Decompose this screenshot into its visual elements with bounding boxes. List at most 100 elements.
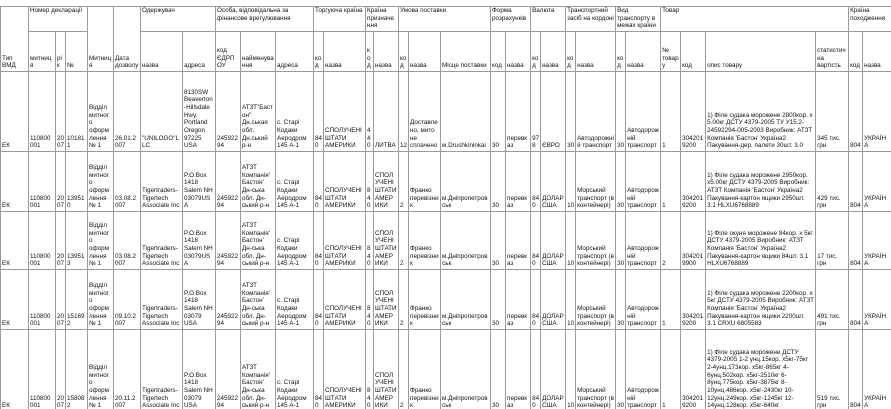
header-group: Валюта: [530, 5, 567, 33]
column-header: назва: [575, 31, 617, 73]
table-cell: Відділ митного оформлення № 1: [87, 269, 114, 331]
table-cell: 24592294: [215, 329, 242, 409]
column-header: рік: [55, 31, 66, 73]
table-cell: 110800001: [28, 269, 56, 331]
table-cell: 491 тис. грн: [815, 269, 850, 331]
table-cell: 8130SW Beaverton-Hillsdale Hwy. Portland…: [181, 71, 217, 153]
table-cell: 30: [490, 71, 507, 153]
table-cell: Tigertraders-Tigertech Associate Inc: [140, 269, 183, 331]
table-cell: Морський транспорт (в контейнері): [575, 211, 617, 271]
table-cell: 2: [398, 211, 410, 271]
table-cell: 30: [490, 211, 507, 271]
table-cell: Tigertraders-Tigertech Associate Inc: [140, 151, 183, 213]
table-cell: 20.11.2007: [113, 329, 141, 409]
table-cell: перевказ: [505, 329, 532, 409]
table-cell: Автодорожній транспорт: [625, 211, 662, 271]
table-row: ЕК 110800001 2007 139510 Відділ митного офор…: [0, 151, 891, 213]
table-cell: АТЗТ Компанія'Бастон' Дн-ська обл. Дн-сь…: [240, 269, 277, 331]
table-cell: 1) Філе судака морожене 2200кор. х 5кг Д…: [705, 269, 817, 331]
table-cell: 3042019200: [680, 151, 707, 213]
table-cell: м.Дніпропетровськ: [440, 269, 492, 331]
column-header: Дата дозволу: [113, 5, 141, 73]
table-cell: ЕК: [0, 269, 29, 331]
table-cell: 840: [530, 329, 542, 409]
table-cell: P.O.Box 1418 Salem NH 03079USA: [181, 151, 217, 213]
table-cell: 158082: [65, 329, 88, 409]
column-header: код ЄДРПОУ: [215, 31, 242, 73]
table-cell: с. Старі Кодаки Аеродром 145 А-1: [275, 269, 315, 331]
table-cell: 3042019200: [680, 329, 707, 409]
table-cell: 840: [313, 211, 325, 271]
header-group: Країна походження: [848, 5, 891, 33]
table-cell: с. Старі Кодаки Аеродром 145 А-1: [275, 211, 315, 271]
table-cell: 03.08.2007: [113, 151, 141, 213]
column-header: митниця: [28, 31, 56, 73]
table-cell: АТЗТ"Бастон" Дн.ськая обл. Дн.ський р-н: [240, 71, 277, 153]
table-cell: ЕК: [0, 329, 29, 409]
table-cell: 10: [565, 329, 577, 409]
table-cell: 840: [365, 329, 375, 409]
column-header: код: [565, 31, 577, 73]
table-cell: 30: [490, 329, 507, 409]
header-group-row: Тип ВМД Номер декларації Митниця Дата дозво…: [0, 5, 891, 73]
table-cell: Відділ митного оформлення № 1: [87, 211, 114, 271]
table-cell: СПОЛУЧЕНІ ШТАТИ АМЕРИКИ: [373, 269, 400, 331]
table-cell: 2007: [55, 71, 66, 153]
table-cell: ЛИТВА: [373, 71, 400, 153]
table-cell: 1) Філе судака морожене 2950кор. х5.00кг…: [705, 151, 817, 213]
table-cell: 840: [365, 151, 375, 213]
table-row: ЕК 110800001 2007 158082 Відділ митного офор…: [0, 329, 891, 409]
table-cell: СПОЛУЧЕНІ ШТАТИ АМЕРИКИ: [323, 151, 367, 213]
table-cell: 3042019200: [680, 71, 707, 153]
table-cell: 345 тис. грн: [815, 71, 850, 153]
table-cell: 840: [530, 211, 542, 271]
table-cell: 840: [313, 151, 325, 213]
table-cell: Відділ митного оформлення № 1: [87, 71, 114, 153]
table-cell: Франко перевізник: [408, 329, 442, 409]
table-cell: 101811: [65, 71, 88, 153]
header-group: Форма розрахунків: [490, 5, 532, 33]
column-header: назва: [373, 31, 400, 73]
table-cell: 17 тис. грн: [815, 211, 850, 271]
declarations-table: Тип ВМД Номер декларації Митниця Дата дозво…: [0, 5, 891, 409]
table-cell: 3042019200: [680, 269, 707, 331]
header-group: Номер декларації: [28, 5, 88, 33]
table-cell: 2007: [55, 329, 66, 409]
table-cell: 2: [398, 329, 410, 409]
table-cell: 1) Філе судака морожене ДСТУ 4379-2005 1…: [705, 329, 817, 409]
table-cell: Відділ митного оформлення № 1: [87, 151, 114, 213]
table-cell: 804: [848, 329, 864, 409]
table-cell: 840: [313, 269, 325, 331]
table-cell: 429 тис. грн: [815, 151, 850, 213]
table-row: ЕК 110800001 2007 139513 Відділ митного офор…: [0, 211, 891, 271]
column-header: Митниця: [87, 5, 114, 73]
table-cell: P.O.Box 1418 Salem NH 03079 USA: [181, 329, 217, 409]
table-cell: СПОЛУЧЕНІ ШТАТИ АМЕРИКИ: [323, 269, 367, 331]
column-header: код: [313, 31, 325, 73]
table-cell: 519 тис. грн: [815, 329, 850, 409]
table-cell: Автодорожній транспорт: [625, 71, 662, 153]
table-cell: с. Старі Кодаки Аеродром 145 А-1: [275, 329, 315, 409]
table-cell: АТЗТ Компанія'Бастон' Дн-ська обл. Дн-сь…: [240, 211, 277, 271]
table-cell: АТЗТ Компанія'Бастон' Дн-ська обл. Дн-сь…: [240, 151, 277, 213]
header-group: Умова поставки: [398, 5, 492, 33]
column-header: Місце поставки: [440, 31, 492, 73]
table-cell: 2007: [55, 211, 66, 271]
table-cell: перевказ: [505, 151, 532, 213]
table-cell: 30: [490, 269, 507, 331]
column-header: назва: [140, 31, 183, 73]
table-cell: 10: [565, 269, 577, 331]
table-cell: 2: [660, 211, 682, 271]
table-cell: Tigertraders-Tigertech Associate Inc: [140, 211, 183, 271]
table-cell: м.Drushkininkai: [440, 71, 492, 153]
table-cell: перевказ: [505, 71, 532, 153]
table-cell: с. Старі Кодаки Аеродром 145 А-1: [275, 151, 315, 213]
table-cell: 440: [365, 71, 375, 153]
column-header: опис товару: [705, 31, 817, 73]
table-cell: АТЗТ Компанія'Бастон' Дн-ська обл. Дн-сь…: [240, 329, 277, 409]
table-cell: 2: [398, 151, 410, 213]
table-cell: 30: [490, 151, 507, 213]
table-cell: 24592294: [215, 269, 242, 331]
column-header: назва: [625, 31, 662, 73]
column-header: код: [615, 31, 627, 73]
